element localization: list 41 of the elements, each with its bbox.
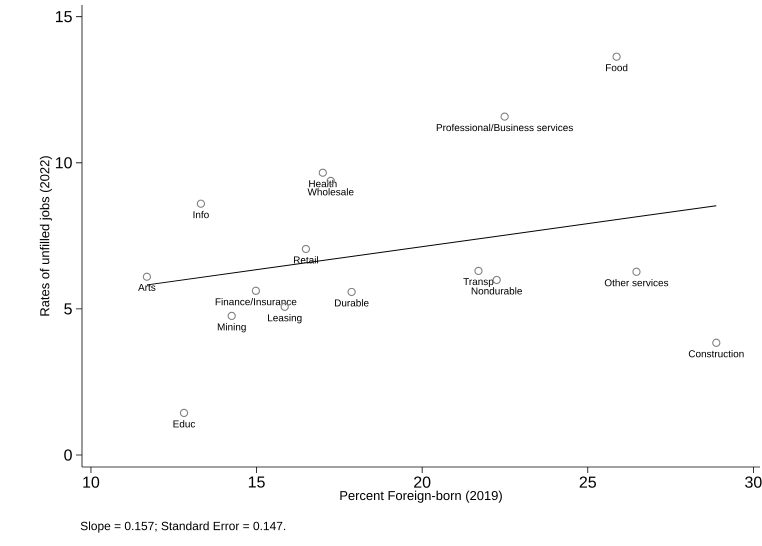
point [196,200,206,208]
annotation: Construction [688,350,744,358]
x-tick-label: 25 [580,476,596,488]
annotation: Arts [138,284,156,291]
y-tick-label: 15 [56,11,72,22]
x-tick-label: 15 [248,476,265,488]
point [302,244,310,254]
point [180,408,188,418]
annotation: Info [194,210,209,218]
annotation: Educ [173,420,196,428]
annotation: Leasing [268,314,302,324]
annotation: Health [309,180,337,188]
text: Slope = 0.157; Standard Error = 0.147. [80,521,286,533]
point [228,312,236,320]
annotation: Professional/Business services [436,124,573,132]
annotation: Durable [334,299,369,306]
annotation: Other services [604,278,668,286]
point [712,338,720,347]
point [612,52,621,61]
x-tick-label: 30 [745,476,762,488]
y-axis-title: Rates of unfilled jobs (2022) [40,156,52,316]
x-tick-label: 20 [414,476,430,488]
point [347,288,356,296]
point [252,286,260,295]
annotation: Food [606,64,628,72]
point [632,268,641,276]
point [492,276,501,284]
x-tick-label: 10 [83,476,100,488]
y-tick-label: 0 [64,449,72,461]
x-axis-title: Percent Foreign-born (2019) [340,490,502,503]
annotation: Transp [463,278,494,288]
point [500,112,509,121]
annotation: Mining [218,323,246,332]
y-tick-label: 5 [64,303,72,314]
point [318,168,327,177]
y-tick-label: 10 [56,157,72,168]
point [142,272,152,281]
point [474,266,483,276]
annotation: Wholesale [308,188,354,196]
annotation: Nondurable [472,287,522,294]
annotation: Finance/Insurance [216,298,296,306]
